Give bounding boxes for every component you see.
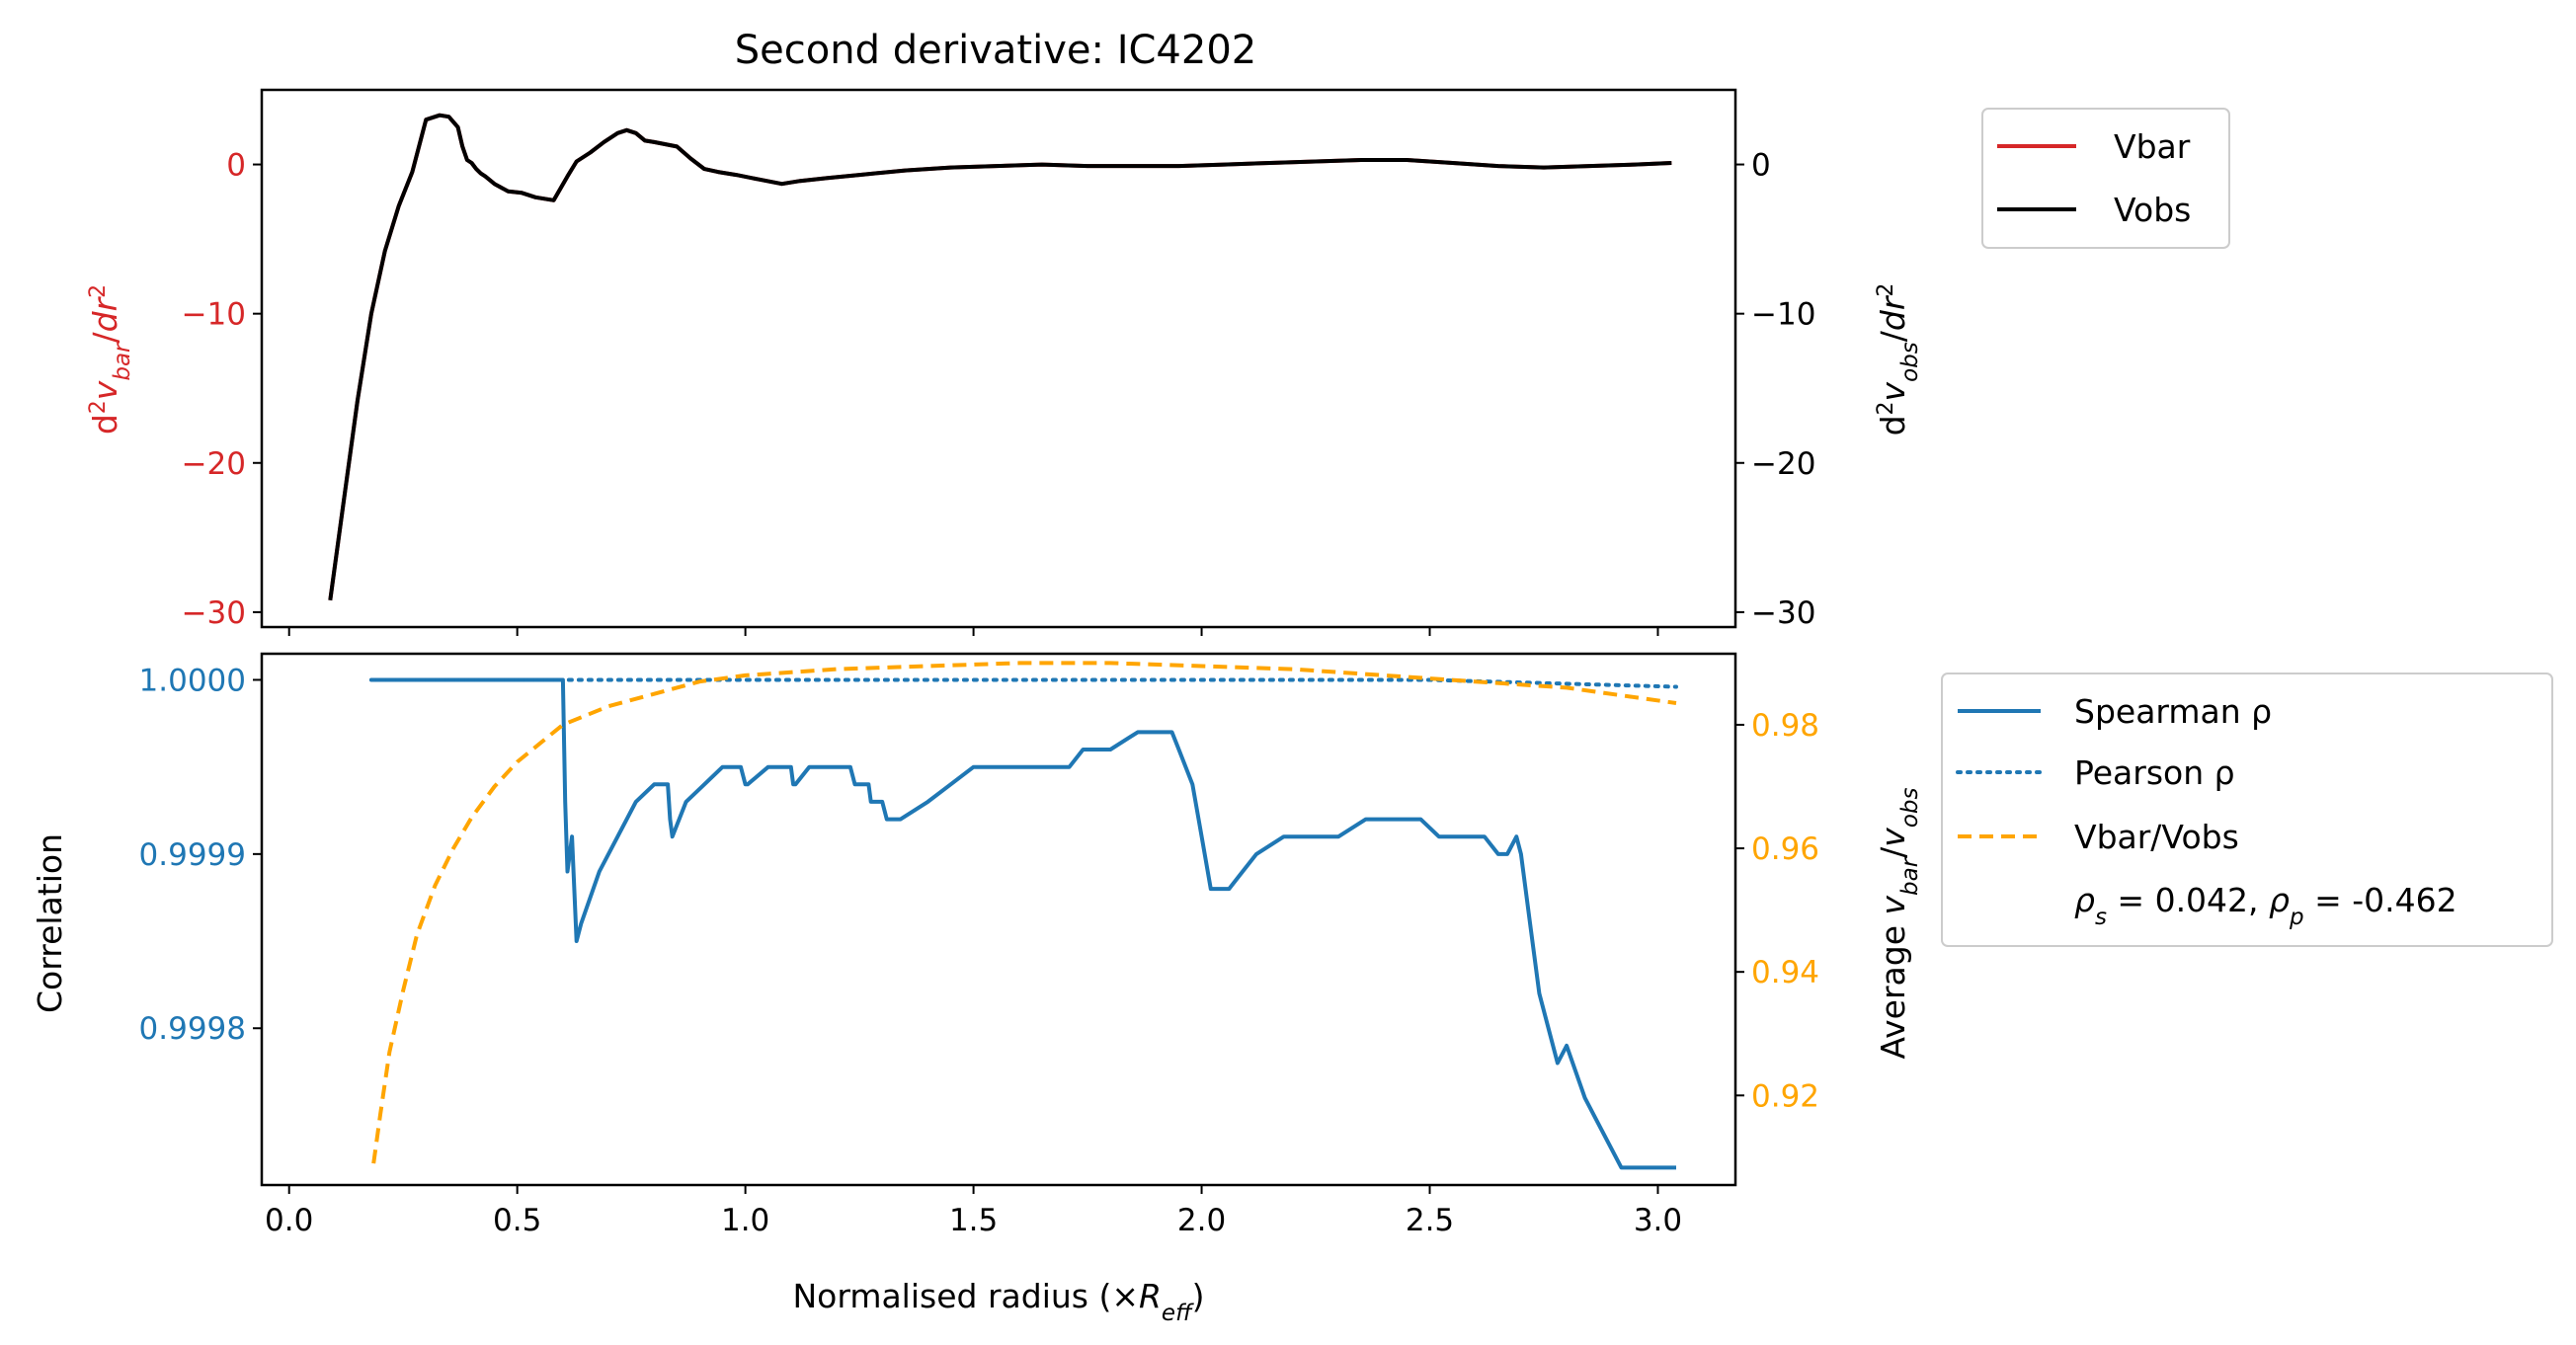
vbar-line bbox=[328, 113, 1672, 601]
top-left-ytick-label-3: −30 bbox=[182, 595, 246, 631]
legend-spearman-label: Spearman ρ bbox=[2074, 692, 2272, 731]
bottom-right-ylabel: Average vbar/vobs bbox=[1874, 787, 1923, 1059]
vobs-line bbox=[328, 113, 1672, 601]
bottom-legend-box bbox=[1941, 672, 2553, 947]
bottom-xtick-label-2: 1.0 bbox=[721, 1203, 769, 1238]
ratio-line bbox=[371, 661, 1677, 1164]
bottom-left-ytick-label-0: 1.0000 bbox=[139, 663, 246, 698]
bottom-xtick-label-1: 0.5 bbox=[493, 1203, 541, 1238]
top-right-ytick-label-1: −10 bbox=[1751, 297, 1815, 333]
legend-ratio-label: Vbar/Vobs bbox=[2074, 818, 2239, 856]
top-left-ytick-label-0: 0 bbox=[226, 148, 246, 184]
top-right-ytick-label-3: −30 bbox=[1751, 595, 1815, 631]
legend-vobs-label: Vobs bbox=[2114, 191, 2191, 229]
top-series-layer bbox=[328, 113, 1672, 601]
top-left-ytick-label-1: −10 bbox=[182, 297, 246, 333]
spearman-line bbox=[370, 677, 1676, 1170]
bottom-xtick-label-5: 2.5 bbox=[1406, 1203, 1454, 1238]
top-panel: Second derivative: IC4202 0 0 −10 −10 −20 −20… bbox=[86, 28, 1924, 636]
legend-pearson-label: Pearson ρ bbox=[2074, 753, 2235, 792]
bottom-right-ytick-label-1: 0.96 bbox=[1751, 831, 1819, 867]
bottom-xlabel: Normalised radius (×Reff) bbox=[792, 1277, 1204, 1326]
legend-vbar-label: Vbar bbox=[2114, 127, 2191, 166]
bottom-xtick-label-3: 1.5 bbox=[949, 1203, 998, 1238]
top-legend-box bbox=[1981, 108, 2230, 249]
bottom-panel: 0.0 0.5 1.0 1.5 2.0 2.5 3.0 1.0000 0.9999 0.9998 0… bbox=[31, 652, 1923, 1326]
top-left-ytick-label-2: −20 bbox=[182, 446, 246, 482]
top-axes-frame bbox=[260, 88, 1737, 629]
bottom-right-ytick-label-3: 0.92 bbox=[1751, 1078, 1819, 1114]
pearson-line bbox=[368, 677, 1678, 689]
bottom-legend: Spearman ρ Pearson ρ Vbar/Vobs ρs = 0.04… bbox=[1941, 672, 2553, 947]
bottom-xtick-label-4: 2.0 bbox=[1177, 1203, 1226, 1238]
bottom-left-ylabel: Correlation bbox=[31, 833, 69, 1013]
bottom-xtick-label-0: 0.0 bbox=[265, 1203, 313, 1238]
bottom-tick-layer: 0.0 0.5 1.0 1.5 2.0 2.5 3.0 1.0000 0.9999 0.9998 0… bbox=[139, 663, 1820, 1238]
top-right-ylabel: d2vobs/dr2 bbox=[1874, 283, 1924, 436]
top-left-ylabel: d2vbar/dr2 bbox=[86, 284, 136, 435]
bottom-left-ytick-label-1: 0.9999 bbox=[139, 837, 246, 873]
bottom-axes-frame bbox=[260, 652, 1737, 1187]
top-legend: Vbar Vobs bbox=[1981, 108, 2230, 249]
bottom-right-ytick-label-0: 0.98 bbox=[1751, 708, 1819, 744]
top-right-ytick-label-0: 0 bbox=[1751, 148, 1771, 184]
bottom-right-ytick-label-2: 0.94 bbox=[1751, 955, 1819, 990]
bottom-series-layer bbox=[368, 661, 1678, 1170]
top-right-ytick-label-2: −20 bbox=[1751, 446, 1815, 482]
bottom-left-ytick-label-2: 0.9998 bbox=[139, 1011, 246, 1047]
chart-title: Second derivative: IC4202 bbox=[735, 28, 1256, 73]
bottom-xtick-label-6: 3.0 bbox=[1634, 1203, 1682, 1238]
top-tick-layer: 0 0 −10 −10 −20 −20 −30 −30 bbox=[182, 148, 1815, 636]
